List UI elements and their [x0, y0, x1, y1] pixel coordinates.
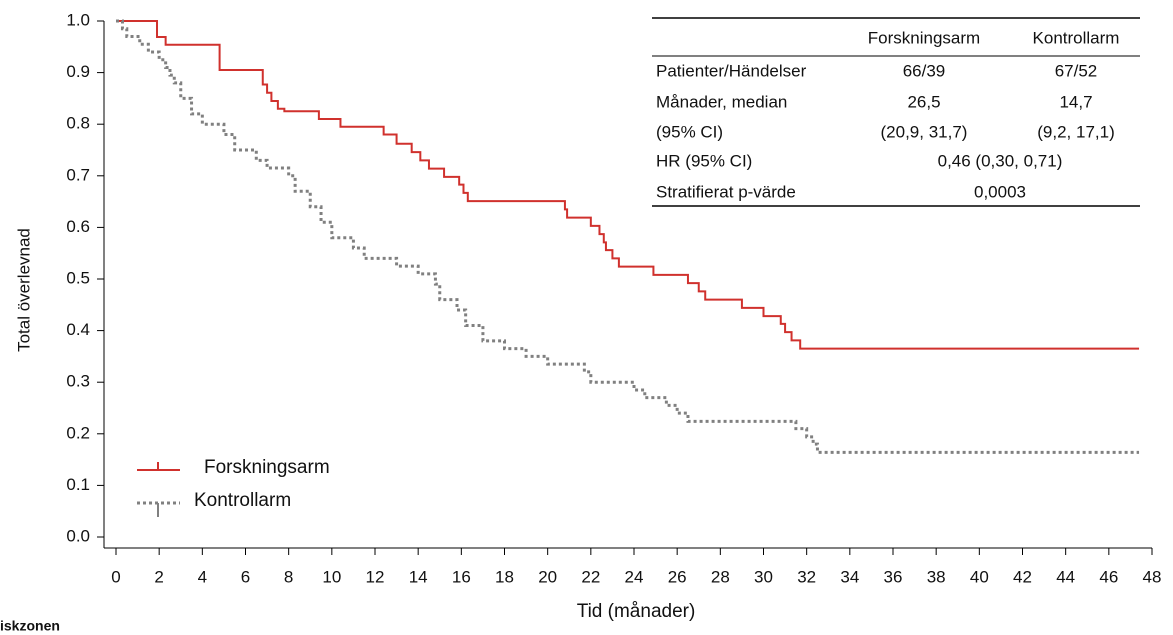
x-tick-label: 48	[1143, 567, 1162, 586]
x-tick-label: 40	[970, 567, 989, 586]
x-tick-label: 10	[322, 567, 341, 586]
y-axis-label: Total överlevnad	[14, 228, 33, 352]
x-axis-label: Tid (månader)	[577, 601, 696, 622]
y-tick-label: 0.1	[66, 475, 90, 494]
x-tick-label: 26	[668, 567, 687, 586]
table-cell: 0,0003	[974, 182, 1026, 201]
x-tick-label: 22	[581, 567, 600, 586]
table-cell: 67/52	[1055, 61, 1098, 80]
x-tick-label: 34	[840, 567, 859, 586]
table-row-label: Stratifierat p-värde	[656, 182, 796, 201]
x-tick-label: 0	[111, 567, 120, 586]
x-tick-label: 18	[495, 567, 514, 586]
table-cell: (20,9, 31,7)	[881, 122, 968, 141]
table-cell: (9,2, 17,1)	[1037, 122, 1115, 141]
x-tick-label: 28	[711, 567, 730, 586]
x-tick-label: 36	[884, 567, 903, 586]
x-tick-label: 24	[625, 567, 644, 586]
table-cell: 0,46 (0,30, 0,71)	[938, 151, 1063, 170]
x-tick-label: 32	[797, 567, 816, 586]
x-tick-label: 8	[284, 567, 293, 586]
x-tick-label: 30	[754, 567, 773, 586]
table-row-label: HR (95% CI)	[656, 151, 752, 170]
y-tick-label: 0.7	[66, 165, 90, 184]
y-tick-label: 0.8	[66, 114, 90, 133]
table-header: Kontrollarm	[1033, 28, 1120, 47]
footnote: iskzonen	[0, 618, 60, 634]
x-tick-label: 38	[927, 567, 946, 586]
y-tick-label: 0.2	[66, 423, 90, 442]
x-tick-label: 6	[241, 567, 250, 586]
survival-curve	[116, 20, 1140, 350]
y-tick-label: 0.3	[66, 372, 90, 391]
y-tick-label: 0.6	[66, 217, 90, 236]
y-tick-label: 0.9	[66, 62, 90, 81]
table-cell: 66/39	[903, 61, 946, 80]
x-tick-label: 14	[409, 567, 428, 586]
y-tick-label: 0.0	[66, 526, 90, 545]
legend-label: Kontrollarm	[194, 490, 291, 511]
table-row-label: Patienter/Händelser	[656, 61, 807, 80]
x-tick-label: 4	[198, 567, 207, 586]
legend-label: Forskningsarm	[204, 457, 330, 478]
y-tick-label: 0.5	[66, 268, 90, 287]
table-cell: 14,7	[1059, 92, 1092, 111]
table-row-label: (95% CI)	[656, 122, 723, 141]
survival-curve	[116, 19, 1140, 454]
table-header: Forskningsarm	[868, 28, 980, 47]
x-tick-label: 44	[1056, 567, 1075, 586]
y-tick-label: 1.0	[66, 10, 90, 29]
table-row-label: Månader, median	[656, 92, 787, 111]
table-cell: 26,5	[907, 92, 940, 111]
x-tick-label: 12	[366, 567, 385, 586]
x-tick-label: 46	[1099, 567, 1118, 586]
y-tick-label: 0.4	[66, 320, 90, 339]
x-tick-label: 16	[452, 567, 471, 586]
x-tick-label: 2	[154, 567, 163, 586]
x-tick-label: 42	[1013, 567, 1032, 586]
x-tick-label: 20	[538, 567, 557, 586]
